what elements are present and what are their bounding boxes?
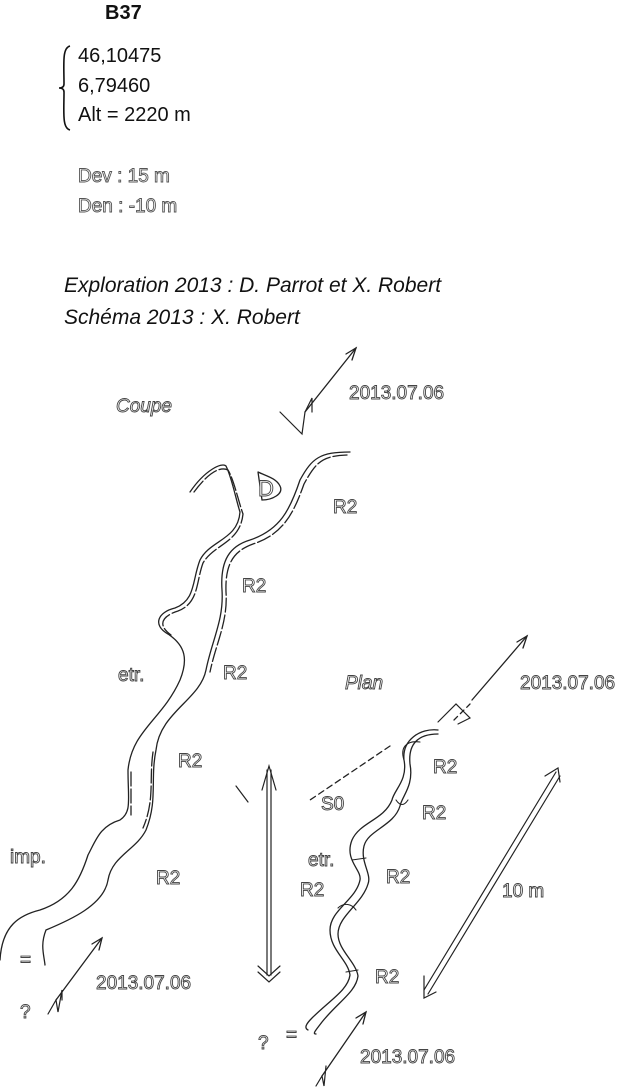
plan-right-wall [313,733,439,1035]
section-title: Coupe [116,396,173,418]
section-date-top: 2013.07.06 [349,383,445,405]
plan-label-equal: = [286,1025,298,1047]
development: Dev : 15 m [78,166,171,188]
section-label-question: ? [20,1002,31,1024]
section-arrow-head [345,346,358,361]
plan-label-question: ? [258,1033,269,1055]
exploration-credit: Exploration 2013 : D. Parrot et X. Rober… [64,274,442,297]
altitude: Alt = 2220 m [78,104,191,126]
section-label-etr: etr. [118,665,145,687]
section-label-r2: R2 [178,751,203,773]
scale-bar [423,767,561,999]
plan-label-r2: R2 [422,803,447,825]
section-label-r2: R2 [333,497,358,519]
plan-title: Plan [345,673,384,695]
section-label-d: D [258,476,275,502]
plan-date-bottom: 2013.07.06 [360,1047,456,1069]
section-exit-arrow [55,937,103,1001]
section-label-r2: R2 [156,868,181,890]
section-label-r2: R2 [223,663,248,685]
section-right-wall [42,451,351,966]
section-label-equal: = [20,950,32,972]
plan-label-r2: R2 [386,867,411,889]
section-drawing [0,346,358,1015]
schema-credit: Schéma 2013 : X. Robert [64,306,300,329]
plan-left-wall [305,729,439,1031]
plan-entrance-arrow [471,635,528,701]
section-entrance-arrow [304,347,357,413]
plan-drawing [305,634,529,1087]
plan-date-top: 2013.07.06 [520,673,616,695]
plan-label-r2: R2 [375,967,400,989]
plan-exit-arrow [321,1011,367,1077]
section-label-imp: imp. [10,847,47,869]
coordinate-brace [58,45,71,131]
plan-label-s0: S0 [321,794,345,816]
plan-label-r2: R2 [300,880,325,902]
plan-label-r2: R2 [433,757,458,779]
s0-line [309,745,391,801]
cave-id: B37 [105,2,142,24]
section-label-r2: R2 [242,576,267,598]
plan-label-etr: etr. [308,850,335,872]
section-date-bottom: 2013.07.06 [96,973,192,995]
section-left-wall [0,464,241,961]
latitude: 46,10475 [78,45,162,67]
longitude: 6,79460 [78,75,151,97]
north-arrow [235,763,281,983]
scale-label: 10 m [502,881,545,903]
depth: Den : -10 m [78,196,178,218]
